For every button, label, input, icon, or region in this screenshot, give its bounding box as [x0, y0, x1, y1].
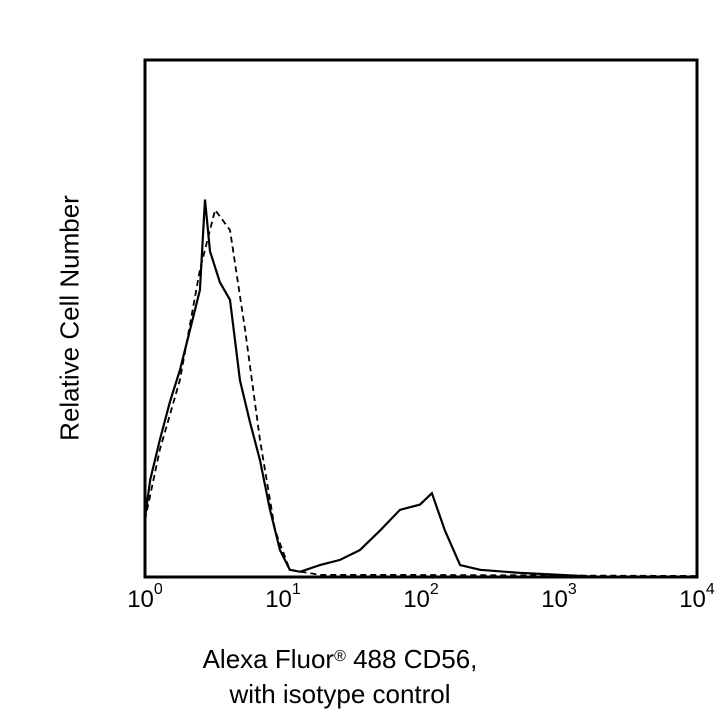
plot-frame: [143, 58, 699, 579]
x-tick-base: 10: [403, 586, 430, 613]
x-tick-base: 10: [265, 586, 292, 613]
x-tick-exponent: 3: [567, 581, 577, 598]
registered-mark: ®: [334, 648, 346, 665]
x-tick-label: 100: [127, 581, 163, 614]
x-axis-label-text: Alexa Fluor: [202, 644, 335, 674]
x-tick-label: 103: [541, 581, 577, 614]
x-tick-label: 101: [265, 581, 301, 614]
x-tick-exponent: 2: [429, 581, 439, 598]
x-axis-label-text-rest: 488 CD56,: [345, 644, 478, 674]
x-tick-exponent: 0: [153, 581, 163, 598]
isotype-control-series-line: [144, 207, 698, 577]
x-tick-base: 10: [541, 586, 568, 613]
y-axis-label: Relative Cell Number: [54, 195, 85, 441]
x-tick-label: 102: [403, 581, 439, 614]
cd56-series-line: [143, 199, 601, 579]
x-axis-label-line2: with isotype control: [229, 679, 451, 709]
x-tick-exponent: 4: [705, 581, 715, 598]
x-tick-base: 10: [127, 586, 154, 613]
x-axis-label: Alexa Fluor® 488 CD56, with isotype cont…: [0, 642, 700, 712]
x-tick-label: 104: [679, 581, 715, 614]
x-tick-exponent: 1: [291, 581, 301, 598]
x-tick-base: 10: [679, 586, 706, 613]
